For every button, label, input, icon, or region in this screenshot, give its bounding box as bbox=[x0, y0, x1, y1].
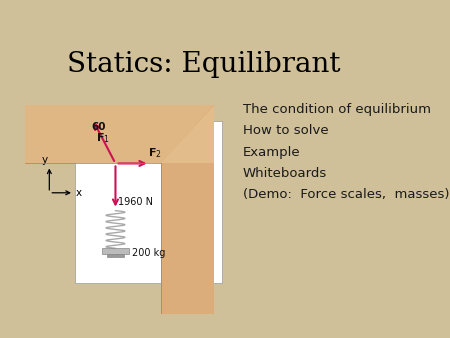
Text: 60: 60 bbox=[91, 122, 106, 132]
Polygon shape bbox=[25, 105, 214, 164]
Text: Statics: Equilibrant: Statics: Equilibrant bbox=[67, 51, 340, 78]
Text: y: y bbox=[41, 154, 47, 165]
Text: $\mathbf{F}_2$: $\mathbf{F}_2$ bbox=[148, 146, 162, 160]
Text: The condition of equilibrium: The condition of equilibrium bbox=[243, 103, 431, 116]
Polygon shape bbox=[161, 164, 214, 314]
Polygon shape bbox=[161, 105, 214, 164]
Text: Whiteboards: Whiteboards bbox=[243, 167, 327, 180]
Bar bbox=[76, 121, 222, 283]
Bar bbox=[107, 254, 124, 257]
Text: (Demo:  Force scales,  masses): (Demo: Force scales, masses) bbox=[243, 188, 450, 201]
Text: x: x bbox=[76, 188, 82, 198]
Text: Example: Example bbox=[243, 146, 301, 159]
Text: $\mathbf{F}_1$: $\mathbf{F}_1$ bbox=[96, 131, 109, 145]
Text: How to solve: How to solve bbox=[243, 124, 328, 137]
Text: 200 kg: 200 kg bbox=[131, 248, 165, 258]
Polygon shape bbox=[161, 164, 214, 314]
Polygon shape bbox=[25, 105, 214, 164]
Text: 1960 N: 1960 N bbox=[118, 197, 153, 207]
Bar bbox=[102, 248, 129, 254]
